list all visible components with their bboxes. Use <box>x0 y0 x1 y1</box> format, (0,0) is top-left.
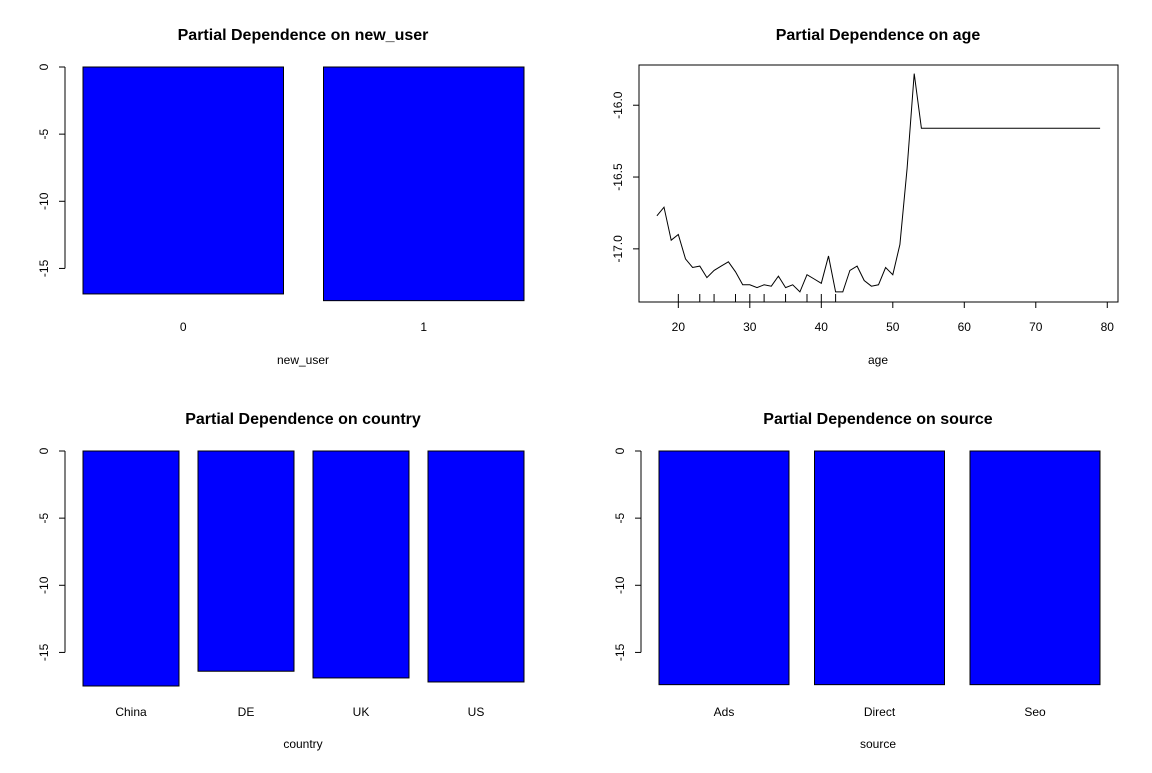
bar-uk <box>312 450 410 679</box>
bar-group <box>82 450 525 687</box>
x-axis-label: country <box>283 737 322 751</box>
y-tick-label: 0 <box>37 447 51 454</box>
y-tick-label: -5 <box>37 512 51 523</box>
bar-direct <box>814 450 945 686</box>
y-tick-label: -5 <box>613 512 627 523</box>
rug-marks <box>677 294 837 302</box>
x-tick-label: 1 <box>420 320 427 334</box>
y-tick-label: 0 <box>37 63 51 70</box>
y-tick-label: -16.5 <box>611 163 625 191</box>
x-tick-label: Seo <box>1024 705 1046 719</box>
series-line <box>656 73 1101 293</box>
y-tick-label: 0 <box>613 447 627 454</box>
y-axis: 0 -5 -10 -15 <box>613 447 642 661</box>
y-tick-label: -15 <box>37 643 51 661</box>
y-tick-label: -15 <box>37 259 51 277</box>
bar-group <box>658 450 1101 686</box>
x-axis-tick-labels: China DE UK US <box>115 705 484 719</box>
y-tick-label: -15 <box>613 643 627 661</box>
y-tick-label: -5 <box>37 128 51 139</box>
y-axis: 0 -5 -10 -15 <box>37 63 66 277</box>
panel-country: Partial Dependence on country country 0 -… <box>37 411 525 751</box>
y-tick-label: -16.0 <box>611 91 625 119</box>
x-axis-label: source <box>860 737 896 751</box>
x-tick-label: 20 <box>672 320 686 334</box>
x-tick-label: 40 <box>815 320 829 334</box>
x-tick-label: Direct <box>864 705 896 719</box>
bar-de <box>197 450 295 672</box>
y-tick-label: -10 <box>613 576 627 594</box>
panel-age: Partial Dependence on age age -16.0 -16.5… <box>611 27 1119 367</box>
bar-us <box>427 450 525 683</box>
y-axis: 0 -5 -10 -15 <box>37 447 66 661</box>
bar-china <box>82 450 180 687</box>
y-tick-label: -10 <box>37 192 51 210</box>
bar-group <box>82 66 525 302</box>
bar-ads <box>658 450 790 686</box>
x-axis-tick-labels: Ads Direct Seo <box>714 705 1046 719</box>
x-tick-label: 0 <box>180 320 187 334</box>
y-axis: -16.0 -16.5 -17.0 <box>611 91 639 263</box>
x-tick-label: Ads <box>714 705 735 719</box>
chart-title: Partial Dependence on country <box>185 411 421 428</box>
x-axis-label: new_user <box>277 353 329 367</box>
x-tick-label: DE <box>238 705 255 719</box>
bar-seo <box>969 450 1101 686</box>
x-axis-label: age <box>868 353 888 367</box>
x-tick-label: 30 <box>743 320 757 334</box>
chart-title: Partial Dependence on new_user <box>178 27 429 44</box>
x-tick-label: US <box>468 705 485 719</box>
x-tick-label: 50 <box>886 320 900 334</box>
chart-title: Partial Dependence on source <box>763 411 993 428</box>
plot-frame <box>638 64 1119 303</box>
x-tick-label: UK <box>353 705 370 719</box>
x-tick-label: 70 <box>1029 320 1043 334</box>
x-axis: 20 30 40 50 60 70 80 <box>672 302 1115 334</box>
panel-new-user: Partial Dependence on new_user new_user … <box>37 27 525 367</box>
y-tick-label: -10 <box>37 576 51 594</box>
x-tick-label: 60 <box>958 320 972 334</box>
x-tick-label: China <box>115 705 147 719</box>
x-tick-label: 80 <box>1101 320 1115 334</box>
bar-1 <box>323 66 525 302</box>
panel-source: Partial Dependence on source source 0 -5 -… <box>613 411 1101 751</box>
chart-title: Partial Dependence on age <box>776 27 981 44</box>
bar-0 <box>82 66 284 295</box>
y-tick-label: -17.0 <box>611 235 625 263</box>
